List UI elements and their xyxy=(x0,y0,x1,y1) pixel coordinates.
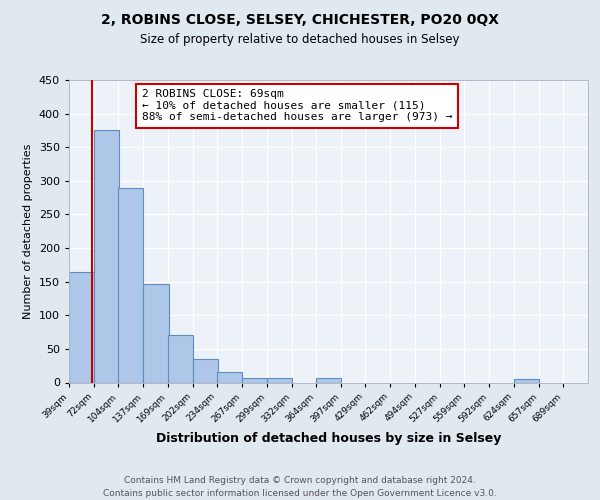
X-axis label: Distribution of detached houses by size in Selsey: Distribution of detached houses by size … xyxy=(156,432,501,445)
Bar xyxy=(266,378,292,382)
Bar xyxy=(168,336,193,382)
Bar xyxy=(69,272,94,382)
Bar xyxy=(118,188,143,382)
Bar xyxy=(143,284,169,382)
Bar xyxy=(316,378,341,382)
Y-axis label: Number of detached properties: Number of detached properties xyxy=(23,144,33,319)
Text: Size of property relative to detached houses in Selsey: Size of property relative to detached ho… xyxy=(140,32,460,46)
Bar xyxy=(217,372,242,382)
Text: 2, ROBINS CLOSE, SELSEY, CHICHESTER, PO20 0QX: 2, ROBINS CLOSE, SELSEY, CHICHESTER, PO2… xyxy=(101,12,499,26)
Text: Contains HM Land Registry data © Crown copyright and database right 2024.: Contains HM Land Registry data © Crown c… xyxy=(124,476,476,485)
Bar xyxy=(514,379,539,382)
Text: 2 ROBINS CLOSE: 69sqm
← 10% of detached houses are smaller (115)
88% of semi-det: 2 ROBINS CLOSE: 69sqm ← 10% of detached … xyxy=(142,89,452,122)
Bar xyxy=(242,378,268,382)
Bar xyxy=(94,130,119,382)
Text: Contains public sector information licensed under the Open Government Licence v3: Contains public sector information licen… xyxy=(103,489,497,498)
Bar xyxy=(193,359,218,382)
